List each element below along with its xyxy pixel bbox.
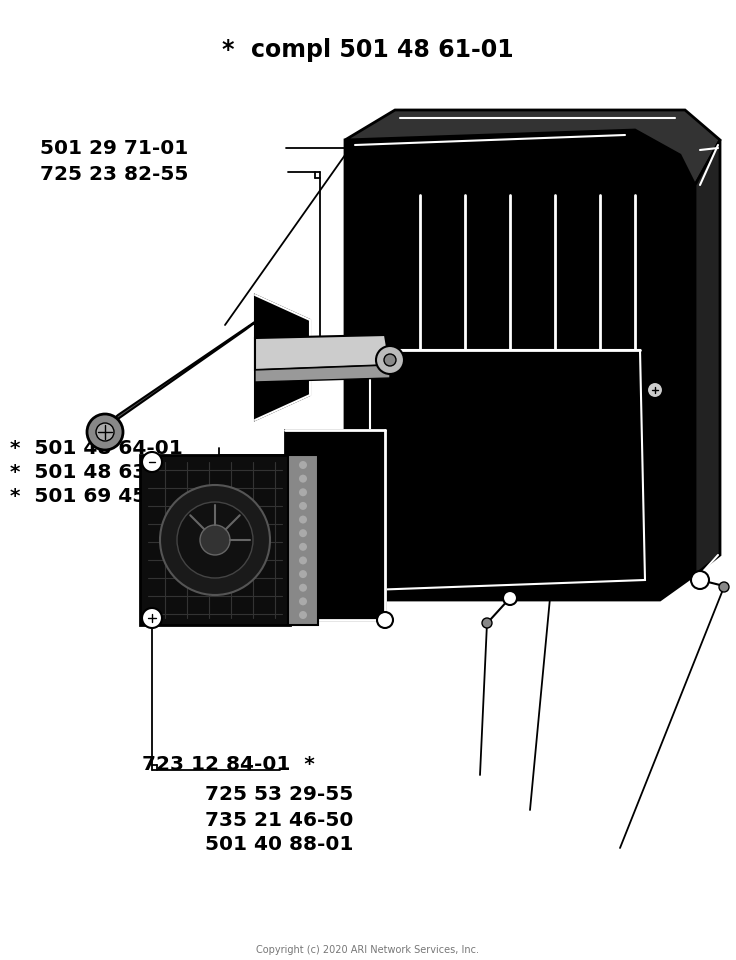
Polygon shape [255,295,310,420]
Circle shape [299,529,307,538]
Circle shape [482,618,492,628]
Circle shape [299,474,307,483]
Circle shape [299,597,307,606]
Circle shape [647,382,663,398]
Text: 725 23 82-55: 725 23 82-55 [40,165,188,184]
Text: ARI PartStream™: ARI PartStream™ [334,485,466,499]
Circle shape [299,570,307,578]
Polygon shape [345,130,695,600]
Text: 501 40 88-01: 501 40 88-01 [205,835,353,854]
Text: 501 29 71-01: 501 29 71-01 [40,138,188,157]
Circle shape [503,591,517,605]
Circle shape [299,502,307,510]
Text: *  501 48 63-01: * 501 48 63-01 [10,463,183,482]
Text: 725 53 29-55: 725 53 29-55 [205,785,353,804]
Circle shape [299,461,307,469]
Circle shape [377,612,393,628]
Circle shape [376,346,404,374]
Text: 735 21 46-50: 735 21 46-50 [205,810,353,829]
Circle shape [299,516,307,523]
Text: 723 12 84-01  *: 723 12 84-01 * [142,755,315,774]
Circle shape [384,354,396,366]
Circle shape [142,608,162,628]
Circle shape [691,571,709,589]
Polygon shape [345,110,720,185]
Polygon shape [255,365,390,382]
Circle shape [299,584,307,591]
Polygon shape [285,430,385,620]
Text: *  501 69 45-01: * 501 69 45-01 [10,488,183,507]
Polygon shape [140,455,290,625]
Text: Copyright (c) 2020 ARI Network Services, Inc.: Copyright (c) 2020 ARI Network Services,… [257,945,479,955]
Polygon shape [370,350,645,590]
Polygon shape [255,335,390,370]
Circle shape [200,525,230,555]
Polygon shape [695,140,720,575]
Circle shape [719,582,729,592]
Circle shape [87,414,123,450]
Circle shape [177,502,253,578]
Circle shape [96,423,114,441]
Circle shape [160,485,270,595]
Circle shape [142,452,162,472]
Text: *  compl 501 48 61-01: * compl 501 48 61-01 [222,38,514,62]
Polygon shape [95,315,265,435]
Text: *  501 48 64-01: * 501 48 64-01 [10,439,183,458]
Circle shape [299,489,307,496]
Polygon shape [288,455,318,625]
Text: *: * [265,391,274,409]
Circle shape [299,542,307,551]
Circle shape [299,557,307,564]
Circle shape [299,611,307,619]
